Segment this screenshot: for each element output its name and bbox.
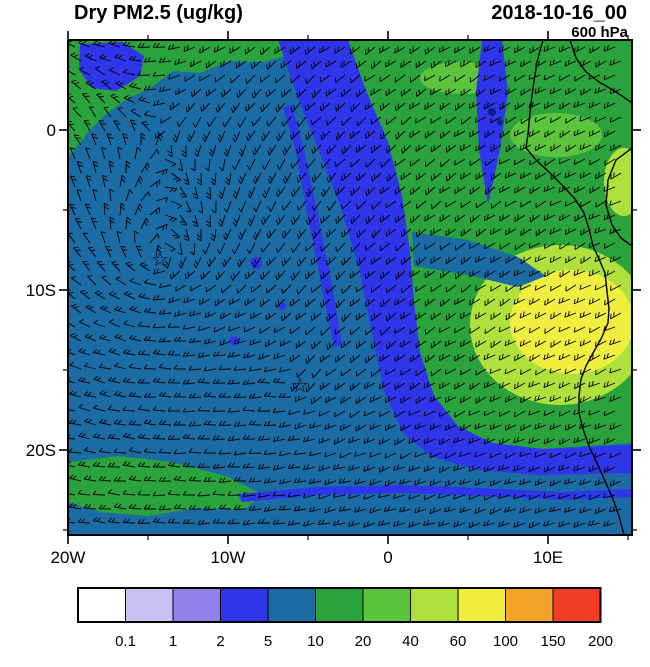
x-axis-labels: 20W 10W 0 10E [51,548,564,567]
wind-barbs [68,40,622,529]
plot-datetime: 2018-10-16_00 [491,2,627,24]
colorbar-level-label: 2 [216,633,224,650]
colorbar-level-label: 20 [355,633,372,650]
colorbar-cell [410,587,459,623]
axis-ticks [59,31,641,544]
colorbar-level-label: 10 [307,633,324,650]
x-axis-label: 10W [211,548,246,567]
colorbar-cell [552,587,601,623]
colorbar-cell [267,587,316,623]
x-axis-label: 20W [51,548,86,567]
colorbar-cell [505,587,554,623]
x-axis-label: 0 [383,548,392,567]
colorbar-level-label: 60 [450,633,467,650]
colorbar-border [77,587,602,623]
y-axis-labels: 0 10S 20S [26,121,56,460]
colorbar-cell [220,587,269,623]
colorbar: 0.1 1 2 5 10 20 40 60 100 150 200 [77,587,613,650]
colorbar-level-label: 1 [169,633,177,650]
navy-dot-2 [497,119,503,125]
green-patch-southwest [68,456,262,516]
colorbar-cell [125,587,174,623]
colorbar-cell [315,587,364,623]
blue-sliver-west-of-band [283,104,342,347]
wind-barb-field [68,40,622,529]
colorbar-cell [457,587,506,623]
y-axis-label: 20S [26,441,56,460]
y-axis-label: 0 [47,121,56,140]
pressure-level-label: 600 hPa [571,24,628,41]
navy-dot-1 [488,108,496,116]
colorbar-level-label: 0.1 [115,633,136,650]
colorbar-level-label: 5 [264,633,272,650]
border-line-east [605,147,632,247]
yellowgreen-patch-right-edge [604,148,632,216]
coastline-africa [525,40,625,535]
coastline-and-borders [525,40,632,535]
blue-dot-ocean-3 [278,302,286,310]
x-axis-label: 10E [533,548,563,567]
colorbar-level-label: 100 [493,633,518,650]
blue-band-diagonal [278,40,632,475]
blue-blob-northwest-corner [79,42,144,91]
colorbar-cell [172,587,221,623]
border-line-north [569,40,632,104]
contour-fill-regions [68,40,632,535]
colorbar-level-label: 40 [402,633,419,650]
colorbar-level-label: 200 [588,633,613,650]
colorbar-cell [362,587,411,623]
colorbar-level-label: 150 [540,633,565,650]
vortex-marker: ☆ [151,249,169,271]
y-axis-label: 10S [26,281,56,300]
yellow-core-east [510,270,632,374]
vortex-markers: ☆☆ [151,249,309,397]
colorbar-cell [77,587,126,623]
plot-border [67,39,633,536]
vortex-marker: ☆ [291,375,309,397]
lightgreen-patch-north-2 [510,113,602,157]
plot-title: Dry PM2.5 (ug/kg) [74,2,243,24]
